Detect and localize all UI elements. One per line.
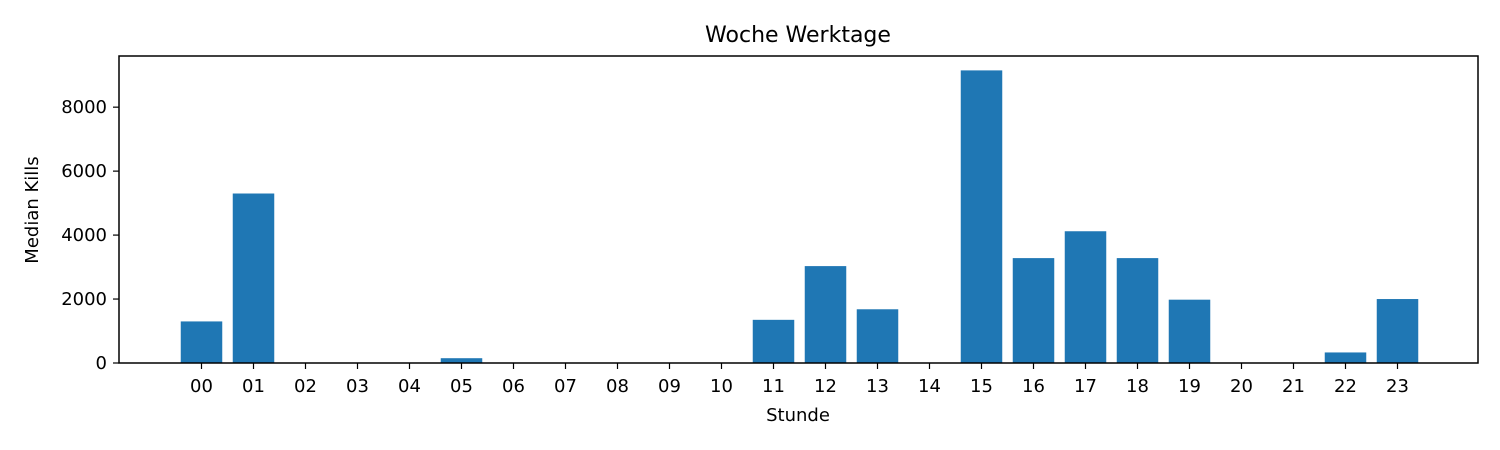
bar-18 <box>1116 258 1159 363</box>
chart-title: Woche Werktage <box>705 23 891 48</box>
x-tick-label-05: 05 <box>450 376 473 397</box>
bars-group <box>180 70 1419 363</box>
y-tick-label-2000: 2000 <box>61 289 107 310</box>
x-tick-label-18: 18 <box>1126 376 1149 397</box>
x-tick-label-22: 22 <box>1334 376 1357 397</box>
y-tick-label-4000: 4000 <box>61 225 107 246</box>
x-axis-label: Stunde <box>766 405 830 426</box>
bar-00 <box>180 321 223 363</box>
x-tick-label-12: 12 <box>814 376 837 397</box>
x-tick-label-11: 11 <box>762 376 785 397</box>
bar-13 <box>856 309 899 363</box>
bar-15 <box>960 70 1003 363</box>
x-tick-label-19: 19 <box>1178 376 1201 397</box>
plot-frame <box>118 55 1479 364</box>
x-tick-label-02: 02 <box>294 376 317 397</box>
bar-12 <box>804 266 847 363</box>
x-tick-label-17: 17 <box>1074 376 1097 397</box>
x-tick-label-14: 14 <box>918 376 941 397</box>
bar-23 <box>1376 299 1419 363</box>
x-tick-label-09: 09 <box>658 376 681 397</box>
x-tick-label-03: 03 <box>346 376 369 397</box>
bar-17 <box>1064 231 1107 363</box>
bar-01 <box>232 193 275 363</box>
x-tick-label-01: 01 <box>242 376 265 397</box>
x-tick-label-23: 23 <box>1386 376 1409 397</box>
bar-22 <box>1324 352 1367 363</box>
bar-19 <box>1168 299 1211 363</box>
y-tick-label-0: 0 <box>96 353 107 374</box>
y-tick-label-6000: 6000 <box>61 161 107 182</box>
x-tick-label-21: 21 <box>1282 376 1305 397</box>
bar-05 <box>440 358 483 363</box>
x-tick-label-16: 16 <box>1022 376 1045 397</box>
bar-16 <box>1012 258 1055 363</box>
x-tick-label-20: 20 <box>1230 376 1253 397</box>
x-axis: 00 01 02 03 04 05 06 07 08 09 10 11 12 13 14 15 16 17 18 19… <box>190 363 1409 397</box>
x-tick-label-06: 06 <box>502 376 525 397</box>
y-axis: 0 2000 4000 6000 8000 <box>61 97 119 374</box>
x-tick-label-04: 04 <box>398 376 421 397</box>
x-tick-label-07: 07 <box>554 376 577 397</box>
x-tick-label-10: 10 <box>710 376 733 397</box>
y-axis-label: Median Kills <box>22 156 43 263</box>
bar-11 <box>752 319 795 363</box>
x-tick-label-15: 15 <box>970 376 993 397</box>
y-tick-label-8000: 8000 <box>61 97 107 118</box>
x-tick-label-00: 00 <box>190 376 213 397</box>
x-tick-label-08: 08 <box>606 376 629 397</box>
x-tick-label-13: 13 <box>866 376 889 397</box>
